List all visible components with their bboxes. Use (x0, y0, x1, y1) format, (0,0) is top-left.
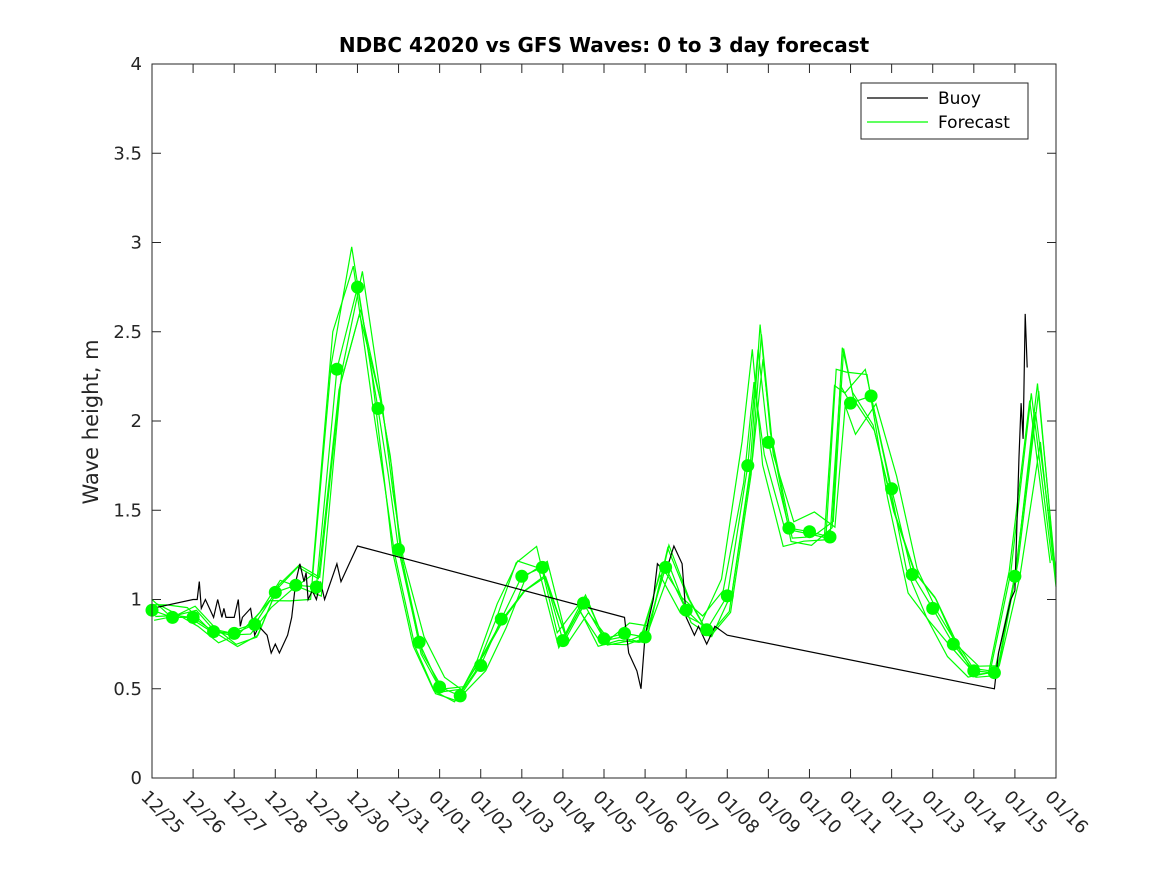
forecast-marker (556, 634, 570, 648)
forecast-marker (309, 580, 323, 594)
y-tick-label: 3.5 (113, 143, 142, 164)
forecast-marker (967, 664, 981, 678)
forecast-marker (720, 589, 734, 603)
chart-title: NDBC 42020 vs GFS Waves: 0 to 3 day fore… (339, 33, 870, 57)
forecast-marker (227, 626, 241, 640)
forecast-marker (330, 362, 344, 376)
forecast-marker (248, 618, 262, 631)
forecast-marker (371, 402, 385, 415)
forecast-marker (351, 280, 364, 294)
forecast-marker (679, 603, 693, 617)
forecast-marker (761, 435, 775, 449)
legend-buoy-label: Buoy (938, 89, 981, 109)
y-tick-label: 0 (131, 768, 142, 789)
y-tick-label: 2 (131, 411, 142, 432)
axes-box (151, 63, 1057, 779)
y-tick-label: 4 (131, 54, 142, 75)
y-tick-label: 3 (131, 233, 142, 254)
y-axis-ticks: 0 0.5 1 1.5 2 2.5 3 3.5 4 (113, 54, 1056, 789)
forecast-marker (453, 689, 467, 703)
forecast-marker (885, 482, 899, 496)
forecast-marker (946, 637, 960, 651)
forecast-marker (268, 585, 282, 599)
forecast-marker (618, 626, 631, 640)
y-axis-label: Wave height, m (79, 339, 103, 504)
forecast-marker (700, 623, 714, 637)
y-tick-label: 1.5 (113, 500, 142, 521)
legend-forecast-label: Forecast (938, 113, 1010, 133)
forecast-marker (741, 459, 755, 473)
y-tick-label: 2.5 (113, 322, 142, 343)
forecast-marker (987, 666, 1001, 680)
forecast-marker (207, 625, 221, 639)
forecast-marker (638, 630, 652, 644)
forecast-marker (412, 635, 426, 649)
forecast-marker (597, 632, 611, 646)
forecast-marker (166, 610, 179, 624)
forecast-marker (186, 610, 200, 624)
forecast-marker (433, 680, 447, 694)
forecast-markers (145, 280, 1022, 703)
forecast-marker (577, 596, 590, 610)
forecast-marker (782, 521, 796, 535)
forecast-marker (494, 612, 508, 626)
forecast-marker (535, 560, 549, 574)
buoy-series-line (151, 313, 1028, 690)
forecast-marker (926, 601, 940, 615)
forecast-marker (864, 389, 878, 403)
forecast-marker (803, 525, 816, 539)
forecast-marker (659, 560, 673, 574)
plot-area (145, 246, 1057, 703)
y-tick-label: 0.5 (113, 679, 142, 700)
legend-box (860, 82, 1029, 140)
forecast-marker (905, 568, 919, 581)
forecast-spread-line (153, 313, 1057, 693)
forecast-marker (1008, 569, 1022, 583)
forecast-marker (392, 543, 405, 556)
y-tick-label: 1 (131, 590, 142, 611)
forecast-marker (474, 659, 488, 672)
forecast-marker (289, 578, 303, 592)
legend: Buoy Forecast (860, 82, 1029, 140)
forecast-marker (823, 530, 837, 544)
forecast-marker (515, 569, 529, 583)
forecast-marker (844, 396, 857, 410)
